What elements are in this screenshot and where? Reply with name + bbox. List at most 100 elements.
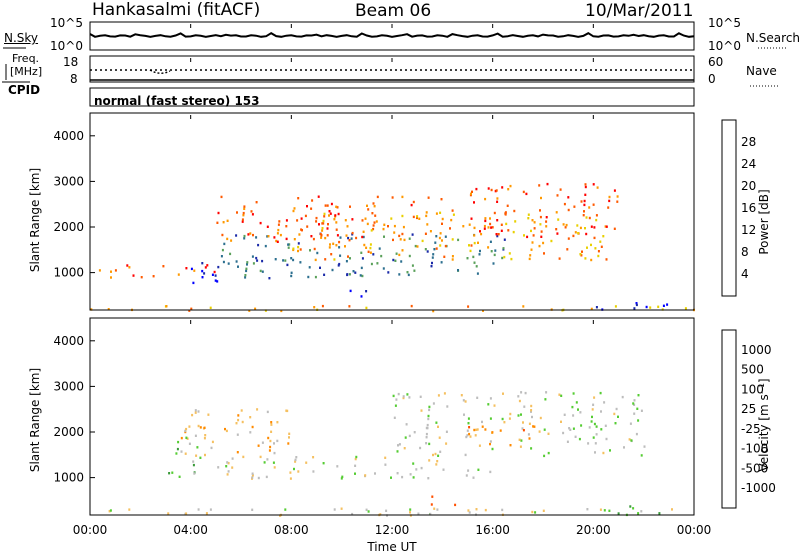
power-panel-cell — [310, 207, 313, 210]
power-panel-cell — [585, 216, 588, 219]
velocity-panel-cell — [251, 425, 254, 429]
velocity-panel-cell — [436, 460, 439, 463]
velocity-panel-cell — [427, 414, 430, 418]
velocity-panel-cell — [637, 512, 640, 515]
power-panel-cell — [567, 237, 570, 240]
velocity-panel-cell — [522, 429, 525, 432]
colorbar-tick-label: 28 — [741, 135, 756, 149]
power-panel-cell — [443, 255, 446, 258]
power-panel-cell — [564, 226, 567, 229]
velocity-panel-cell — [489, 470, 492, 474]
power-panel-cell — [229, 252, 232, 256]
velocity-panel-cell — [473, 428, 476, 432]
power-panel-cell — [435, 247, 438, 250]
velocity-panel-cell — [460, 394, 463, 397]
power-panel-cell — [487, 187, 490, 190]
velocity-panel-cell — [605, 437, 608, 441]
power-panel-cell — [373, 205, 376, 208]
velocity-panel-cell — [199, 426, 202, 429]
velocity-ylabel: Slant Range [km] — [28, 368, 42, 472]
power-panel-cell — [506, 204, 509, 207]
velocity-panel-cell — [405, 423, 408, 426]
power-panel-cell — [398, 234, 401, 238]
velocity-panel-cell — [599, 391, 602, 395]
power-panel-cell — [503, 238, 506, 241]
power-panel-cell — [532, 234, 535, 237]
power-panel-cell — [403, 238, 406, 242]
power-panel-cell — [595, 218, 598, 222]
power-panel-cell — [444, 235, 447, 238]
power-panel-cell — [361, 219, 364, 222]
velocity-panel-cell — [109, 509, 112, 512]
power-panel-cell — [347, 236, 350, 240]
velocity-panel-cell — [354, 464, 357, 467]
velocity-panel-cell — [427, 417, 430, 421]
power-panel-cell — [312, 237, 315, 241]
velocity-panel-cell — [587, 442, 590, 445]
power-panel-cell — [279, 233, 282, 237]
power-panel-cell — [334, 214, 337, 217]
power-panel-cell — [462, 225, 465, 228]
power-panel-cell — [347, 255, 349, 258]
power-panel-cell — [374, 214, 377, 217]
velocity-panel-cell — [462, 399, 465, 402]
power-panel-cell — [605, 225, 608, 228]
power-panel-cell — [393, 224, 396, 228]
velocity-panel-cell — [613, 412, 616, 416]
velocity-panel-cell — [520, 413, 522, 416]
power-panel-cell — [324, 204, 327, 207]
velocity-panel-cell — [544, 398, 547, 401]
power-panel-cell — [114, 269, 117, 272]
power-panel-cell — [280, 309, 283, 313]
power-panel-cell — [473, 241, 476, 245]
velocity-panel-cell — [203, 426, 206, 429]
power-panel-cell — [402, 225, 405, 229]
power-panel-cell — [217, 211, 220, 215]
velocity-panel-cell — [633, 399, 636, 402]
velocity-panel-cell — [251, 476, 254, 479]
power-panel-cell — [274, 258, 277, 261]
power-panel-cell — [286, 263, 289, 267]
velocity-panel-cell — [632, 507, 635, 510]
velocity-panel-cell — [615, 407, 618, 411]
power-panel-cell — [590, 243, 592, 247]
power-panel-cell — [451, 255, 454, 258]
power-panel-cell — [277, 223, 280, 226]
power-panel-cell — [376, 262, 379, 265]
power-panel-cell — [298, 233, 301, 236]
power-panel-cell — [327, 223, 329, 226]
power-panel-cell — [243, 234, 246, 238]
power-panel-cell — [375, 220, 378, 223]
power-panel-cell — [475, 265, 478, 268]
velocity-colorbar-label: Velocity [m s⁻¹] — [757, 378, 771, 471]
power-panel-cell — [311, 199, 314, 202]
power-panel-cell — [426, 223, 429, 226]
velocity-panel-cell — [518, 399, 521, 403]
power-panel-cell — [382, 267, 385, 270]
velocity-panel-cell — [468, 511, 471, 514]
velocity-panel-cell — [419, 395, 422, 398]
power-panel-cell — [399, 238, 402, 241]
power-panel-cell — [185, 267, 188, 270]
velocity-panel-cell — [207, 413, 210, 416]
cpid-panel — [89, 87, 695, 107]
power-panel-cell — [577, 232, 580, 235]
velocity-panel-cell — [579, 411, 582, 414]
velocity-panel-cell — [409, 473, 412, 476]
colorbar-frame — [721, 329, 737, 509]
power-panel-cell — [540, 230, 543, 233]
x-tick-label: 00:00 — [677, 523, 712, 537]
power-panel-cell — [335, 244, 338, 247]
power-panel-cell — [489, 217, 491, 220]
velocity-panel-cell — [517, 395, 520, 398]
power-panel-cell — [361, 235, 364, 239]
velocity-panel-cell — [635, 432, 638, 436]
velocity-panel-cell — [560, 394, 563, 397]
power-panel-cell — [264, 309, 267, 312]
velocity-panel-cell — [519, 445, 522, 448]
power-panel-cell — [264, 244, 267, 248]
power-panel-cell — [558, 257, 561, 260]
colorbar-tick-label: 16 — [741, 201, 756, 215]
velocity-panel-cell — [437, 454, 440, 457]
power-panel-cell — [250, 210, 253, 213]
